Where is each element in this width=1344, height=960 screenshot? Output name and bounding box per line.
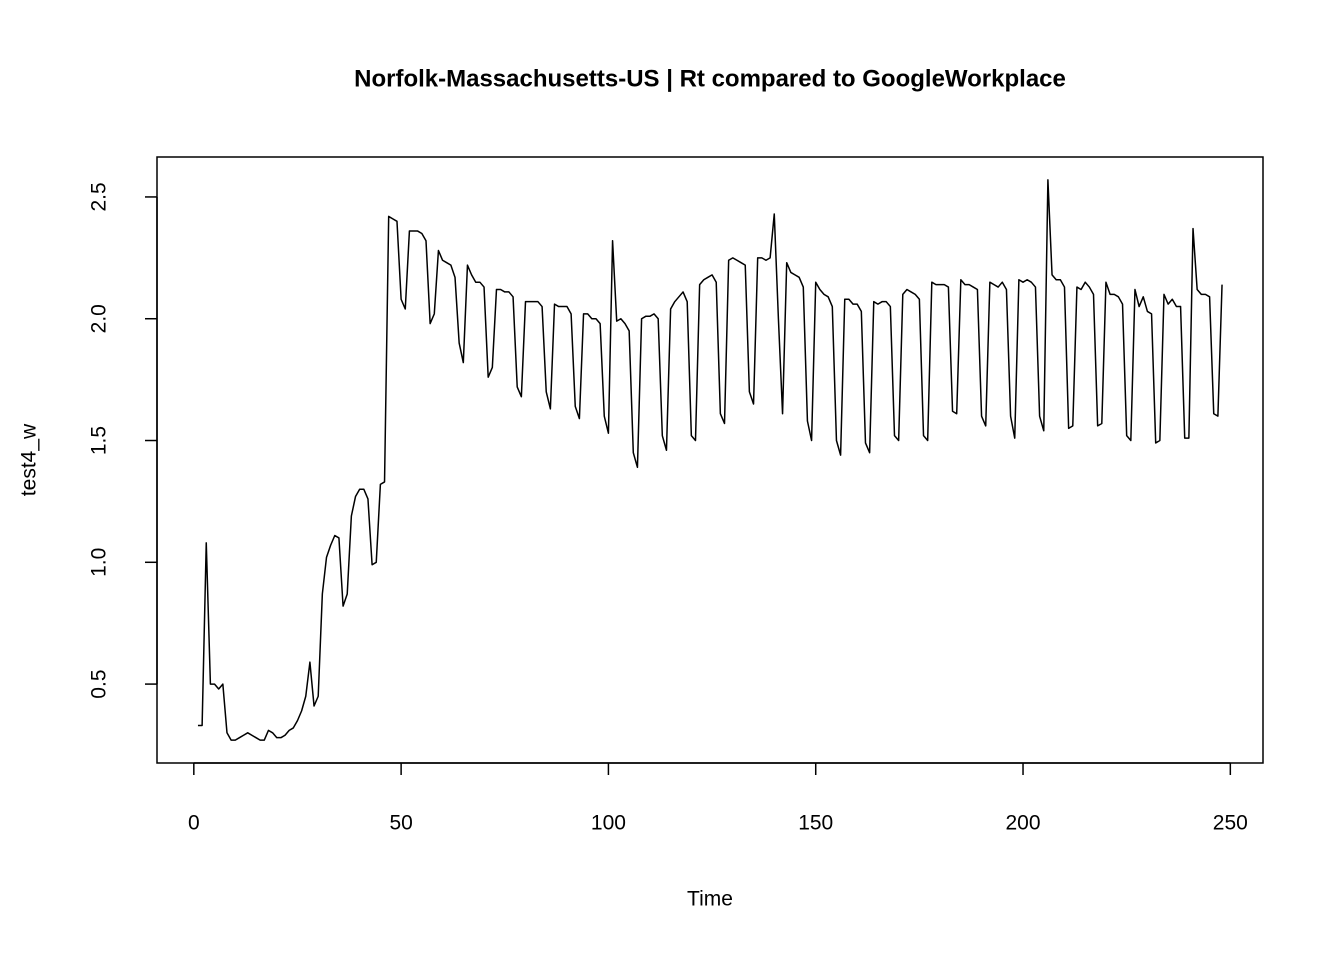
x-tick-label: 50 [389, 812, 412, 835]
y-tick-label: 0.5 [88, 669, 111, 698]
x-tick-label: 200 [1006, 812, 1041, 835]
x-tick-label: 150 [798, 812, 833, 835]
y-tick-label: 1.0 [88, 548, 111, 577]
y-tick-label: 2.5 [88, 182, 111, 211]
x-tick-label: 100 [591, 812, 626, 835]
x-tick-label: 0 [188, 812, 200, 835]
y-tick-label: 1.5 [88, 426, 111, 455]
y-tick-label: 2.0 [88, 304, 111, 333]
x-tick-label: 250 [1213, 812, 1248, 835]
x-axis-label: Time [687, 888, 733, 911]
y-axis-label: test4_w [18, 423, 41, 496]
chart-title: Norfolk-Massachusetts-US | Rt compared t… [354, 65, 1066, 92]
data-line [197, 179, 1223, 741]
